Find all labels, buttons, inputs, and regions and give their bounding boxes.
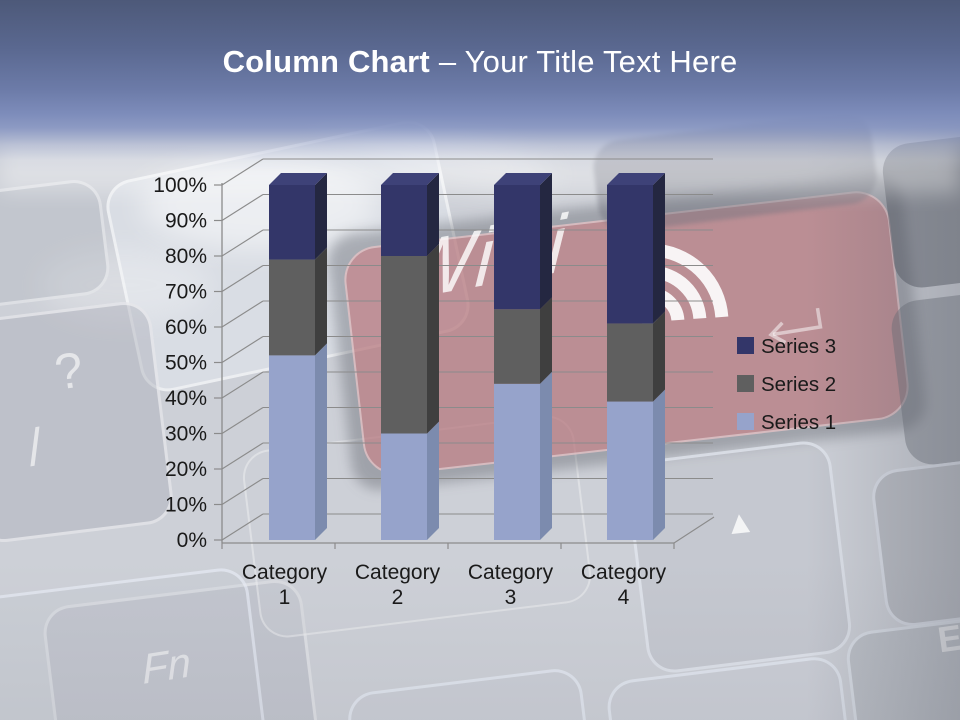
bar-segment-series1: [607, 401, 653, 540]
bar-side-series3: [540, 173, 552, 310]
y-axis-label: 50%: [165, 352, 207, 375]
bar-side-series2: [653, 311, 665, 402]
y-axis-label: 70%: [165, 281, 207, 304]
y-axis-label: 0%: [177, 529, 207, 552]
bar-top-face: [607, 173, 665, 185]
category-label: Category 3: [468, 561, 554, 609]
bar-side-series2: [315, 247, 327, 356]
bar-segment-series1: [494, 383, 540, 540]
chart-depth-line: [221, 194, 264, 221]
bar-segment-series1: [269, 355, 315, 540]
bar-segment-series1: [381, 433, 427, 540]
bar-side-series1: [427, 421, 439, 540]
bar-segment-series3: [381, 185, 427, 256]
bar-segment-series2: [607, 323, 653, 402]
chart-depth-line: [221, 336, 264, 363]
floor-right-edge: [673, 516, 715, 544]
legend-swatch: [737, 413, 754, 430]
bar-segment-series2: [381, 256, 427, 434]
bar-side-series1: [653, 389, 665, 540]
chart-depth-line: [221, 478, 264, 505]
y-axis-label: 60%: [165, 316, 207, 339]
bar-side-series3: [315, 173, 327, 260]
title-bold-text: Column Chart: [222, 44, 430, 79]
y-axis-label: 40%: [165, 387, 207, 410]
bar-side-series2: [540, 297, 552, 384]
bar-top-face: [269, 173, 327, 185]
y-axis-label: 80%: [165, 245, 207, 268]
chart-depth-line: [221, 300, 264, 328]
bar-side-series1: [315, 343, 327, 540]
bar-segment-series3: [607, 185, 653, 324]
chart-depth-line: [221, 158, 264, 186]
chart-depth-line: [221, 265, 264, 292]
bar-side-series3: [427, 173, 439, 256]
bar-top-face: [381, 173, 439, 185]
chart-depth-line: [221, 513, 264, 541]
y-axis-label: 20%: [165, 458, 207, 481]
category-label: Category 2: [355, 561, 441, 609]
chart-depth-line: [221, 407, 264, 434]
bar-segment-series3: [269, 185, 315, 260]
legend-swatch: [737, 337, 754, 354]
y-axis-label: 90%: [165, 210, 207, 233]
category-label: Category 1: [242, 561, 328, 609]
bar-top-face: [494, 173, 552, 185]
y-axis-label: 10%: [165, 494, 207, 517]
bar-side-series3: [653, 173, 665, 324]
category-label: Category 4: [581, 561, 667, 609]
y-axis-label: 30%: [165, 423, 207, 446]
chart-depth-line: [221, 442, 264, 470]
legend-label: Series 1: [761, 411, 836, 434]
bar-segment-series2: [494, 309, 540, 384]
photo-highlight: [40, 250, 210, 320]
page-title: Column Chart – Your Title Text Here: [0, 44, 960, 80]
chart-depth-line: [221, 371, 264, 399]
title-regular-text: – Your Title Text Here: [438, 44, 738, 79]
photo-highlight: [140, 160, 380, 250]
slide-header: [0, 0, 960, 172]
chart-depth-line: [221, 229, 264, 257]
legend-label: Series 3: [761, 335, 836, 358]
bar-side-series2: [427, 244, 439, 434]
y-axis-label: 100%: [153, 174, 207, 197]
bar-segment-series2: [269, 259, 315, 356]
bar-side-series1: [540, 371, 552, 540]
bar-segment-series3: [494, 185, 540, 310]
enter-arrow-icon: [768, 307, 823, 345]
legend-label: Series 2: [761, 373, 836, 396]
legend-swatch: [737, 375, 754, 392]
